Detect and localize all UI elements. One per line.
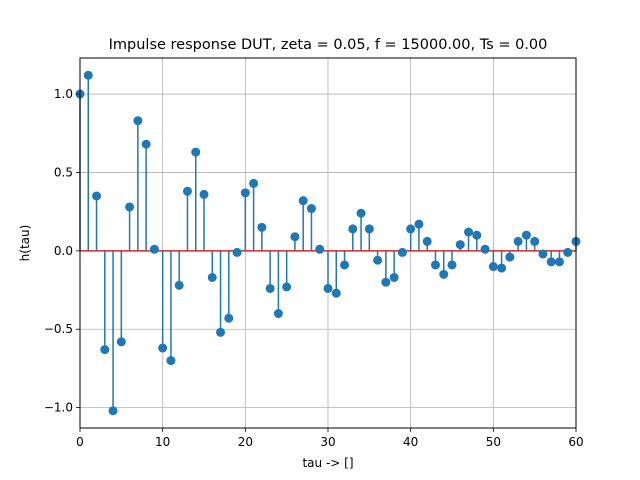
stem-marker — [538, 249, 548, 259]
stem-marker — [199, 189, 209, 199]
stem-marker — [472, 230, 482, 240]
stem-marker — [125, 202, 135, 212]
stem-marker — [414, 219, 424, 229]
stem-marker — [530, 236, 540, 246]
stem-marker — [265, 283, 275, 293]
x-tick-label: 40 — [403, 435, 418, 449]
stem-markers — [75, 70, 581, 416]
y-tick-label: −0.5 — [44, 322, 73, 336]
stem-marker — [216, 327, 226, 337]
stem-marker — [397, 247, 407, 257]
x-tick-label: 10 — [155, 435, 170, 449]
stem-marker — [100, 345, 110, 355]
stem-marker — [340, 260, 350, 270]
stem-marker — [455, 240, 465, 250]
stem-marker — [464, 227, 474, 237]
stem-marker — [331, 288, 341, 298]
stem-marker — [447, 260, 457, 270]
stem-marker — [224, 313, 234, 323]
stem-marker — [182, 186, 192, 196]
stem-marker — [439, 269, 449, 279]
y-tick-label: −1.0 — [44, 401, 73, 415]
stem-marker — [406, 224, 416, 234]
stem-marker — [249, 178, 259, 188]
stem-marker — [381, 277, 391, 287]
y-tick-label: 1.0 — [54, 87, 73, 101]
stem-marker — [430, 260, 440, 270]
x-tick-label: 30 — [320, 435, 335, 449]
y-tick-label: 0.0 — [54, 244, 73, 258]
stem-marker — [257, 222, 267, 232]
stem-marker — [373, 255, 383, 265]
stem-marker — [298, 196, 308, 206]
y-axis-label: h(tau) — [18, 225, 32, 262]
chart-title: Impulse response DUT, zeta = 0.05, f = 1… — [109, 37, 548, 53]
stem-marker — [108, 406, 118, 416]
stem-marker — [116, 337, 126, 347]
stem-marker — [488, 262, 498, 272]
stem-marker — [389, 272, 399, 282]
stem-marker — [83, 70, 93, 80]
x-tick-label: 50 — [486, 435, 501, 449]
stem-marker — [356, 208, 366, 218]
stem-marker — [554, 257, 564, 267]
stem-marker — [174, 280, 184, 290]
stem-marker — [348, 224, 358, 234]
stem-marker — [282, 282, 292, 292]
stem-marker — [306, 204, 316, 214]
stem-marker — [141, 139, 151, 149]
stem-marker — [497, 263, 507, 273]
stem-marker — [480, 244, 490, 254]
stem-marker — [149, 244, 159, 254]
stem-marker — [315, 244, 325, 254]
stem-marker — [513, 236, 523, 246]
stem-marker — [191, 147, 201, 157]
stem-marker — [166, 356, 176, 366]
x-tick-label: 20 — [238, 435, 253, 449]
stem-marker — [505, 252, 515, 262]
x-tick-label: 60 — [568, 435, 583, 449]
stem-marker — [546, 257, 556, 267]
stem-marker — [422, 236, 432, 246]
stem-marker — [232, 247, 242, 257]
stem-marker — [323, 283, 333, 293]
stem-marker — [133, 116, 143, 126]
x-tick-label: 0 — [76, 435, 84, 449]
stem-marker — [521, 230, 531, 240]
stem-marker — [364, 224, 374, 234]
stem-marker — [92, 191, 102, 201]
x-axis-label: tau -> [] — [302, 456, 353, 470]
axis-ticks: 0 10 20 30 40 50 60 −1.0 −0.5 0.0 0.5 1.0 — [44, 87, 584, 449]
stem-marker — [273, 309, 283, 319]
stem-marker — [290, 232, 300, 242]
stem-marker — [207, 272, 217, 282]
stem-marker — [158, 343, 168, 353]
y-tick-label: 0.5 — [54, 165, 73, 179]
stem-marker — [240, 188, 250, 198]
stem-marker — [563, 247, 573, 257]
